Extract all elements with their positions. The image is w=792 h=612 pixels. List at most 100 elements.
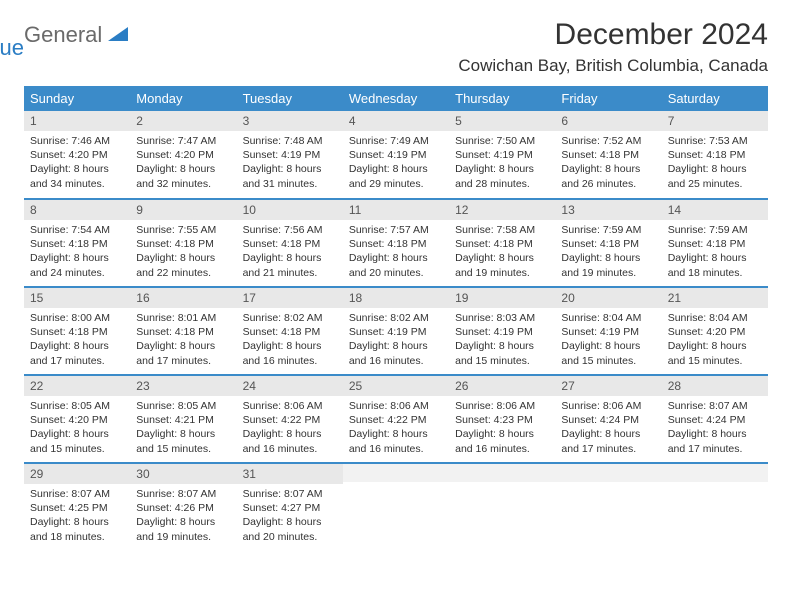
day-details: Sunrise: 7:53 AMSunset: 4:18 PMDaylight:… xyxy=(662,131,768,196)
sunset-line: Sunset: 4:22 PM xyxy=(243,413,337,427)
day-details: Sunrise: 8:06 AMSunset: 4:23 PMDaylight:… xyxy=(449,396,555,461)
sunset-line: Sunset: 4:24 PM xyxy=(561,413,655,427)
calendar-day-cell: 10Sunrise: 7:56 AMSunset: 4:18 PMDayligh… xyxy=(237,199,343,287)
day-details: Sunrise: 7:58 AMSunset: 4:18 PMDaylight:… xyxy=(449,220,555,285)
calendar-day-cell xyxy=(343,463,449,551)
day-details: Sunrise: 8:07 AMSunset: 4:27 PMDaylight:… xyxy=(237,484,343,549)
calendar-day-cell: 24Sunrise: 8:06 AMSunset: 4:22 PMDayligh… xyxy=(237,375,343,463)
day-details: Sunrise: 7:50 AMSunset: 4:19 PMDaylight:… xyxy=(449,131,555,196)
sunrise-line: Sunrise: 8:07 AM xyxy=(668,399,762,413)
calendar-day-cell: 16Sunrise: 8:01 AMSunset: 4:18 PMDayligh… xyxy=(130,287,236,375)
sunset-line: Sunset: 4:25 PM xyxy=(30,501,124,515)
day-number: 27 xyxy=(555,376,661,396)
sunrise-line: Sunrise: 8:06 AM xyxy=(455,399,549,413)
sunset-line: Sunset: 4:18 PM xyxy=(561,237,655,251)
day-number: 9 xyxy=(130,200,236,220)
day-details: Sunrise: 8:06 AMSunset: 4:22 PMDaylight:… xyxy=(237,396,343,461)
calendar-day-cell: 25Sunrise: 8:06 AMSunset: 4:22 PMDayligh… xyxy=(343,375,449,463)
daylight-line: Daylight: 8 hours and 16 minutes. xyxy=(349,339,443,367)
calendar-day-cell: 7Sunrise: 7:53 AMSunset: 4:18 PMDaylight… xyxy=(662,111,768,199)
weekday-header: Saturday xyxy=(662,86,768,111)
sunrise-line: Sunrise: 8:02 AM xyxy=(349,311,443,325)
daylight-line: Daylight: 8 hours and 18 minutes. xyxy=(30,515,124,543)
day-number: 17 xyxy=(237,288,343,308)
day-number-empty xyxy=(555,464,661,482)
sunset-line: Sunset: 4:21 PM xyxy=(136,413,230,427)
sunrise-line: Sunrise: 8:04 AM xyxy=(561,311,655,325)
calendar-day-cell: 26Sunrise: 8:06 AMSunset: 4:23 PMDayligh… xyxy=(449,375,555,463)
day-details: Sunrise: 8:05 AMSunset: 4:21 PMDaylight:… xyxy=(130,396,236,461)
sunrise-line: Sunrise: 8:00 AM xyxy=(30,311,124,325)
sunrise-line: Sunrise: 8:07 AM xyxy=(243,487,337,501)
day-number: 12 xyxy=(449,200,555,220)
day-number: 21 xyxy=(662,288,768,308)
calendar-day-cell: 19Sunrise: 8:03 AMSunset: 4:19 PMDayligh… xyxy=(449,287,555,375)
daylight-line: Daylight: 8 hours and 24 minutes. xyxy=(30,251,124,279)
day-number: 10 xyxy=(237,200,343,220)
day-details: Sunrise: 7:56 AMSunset: 4:18 PMDaylight:… xyxy=(237,220,343,285)
calendar-week-row: 29Sunrise: 8:07 AMSunset: 4:25 PMDayligh… xyxy=(24,463,768,551)
day-details: Sunrise: 8:07 AMSunset: 4:25 PMDaylight:… xyxy=(24,484,130,549)
calendar-day-cell: 31Sunrise: 8:07 AMSunset: 4:27 PMDayligh… xyxy=(237,463,343,551)
day-number-empty xyxy=(343,464,449,482)
daylight-line: Daylight: 8 hours and 16 minutes. xyxy=(243,339,337,367)
day-details: Sunrise: 8:07 AMSunset: 4:24 PMDaylight:… xyxy=(662,396,768,461)
weekday-header: Friday xyxy=(555,86,661,111)
day-number: 19 xyxy=(449,288,555,308)
sunset-line: Sunset: 4:19 PM xyxy=(455,148,549,162)
day-number: 28 xyxy=(662,376,768,396)
day-number: 7 xyxy=(662,111,768,131)
daylight-line: Daylight: 8 hours and 25 minutes. xyxy=(668,162,762,190)
calendar-day-cell: 12Sunrise: 7:58 AMSunset: 4:18 PMDayligh… xyxy=(449,199,555,287)
day-number: 24 xyxy=(237,376,343,396)
calendar-day-cell: 11Sunrise: 7:57 AMSunset: 4:18 PMDayligh… xyxy=(343,199,449,287)
day-number: 29 xyxy=(24,464,130,484)
sunrise-line: Sunrise: 7:58 AM xyxy=(455,223,549,237)
day-number: 14 xyxy=(662,200,768,220)
sunset-line: Sunset: 4:27 PM xyxy=(243,501,337,515)
daylight-line: Daylight: 8 hours and 28 minutes. xyxy=(455,162,549,190)
sunset-line: Sunset: 4:18 PM xyxy=(243,237,337,251)
daylight-line: Daylight: 8 hours and 19 minutes. xyxy=(455,251,549,279)
day-details: Sunrise: 8:02 AMSunset: 4:18 PMDaylight:… xyxy=(237,308,343,373)
calendar-body: 1Sunrise: 7:46 AMSunset: 4:20 PMDaylight… xyxy=(24,111,768,551)
calendar-day-cell: 20Sunrise: 8:04 AMSunset: 4:19 PMDayligh… xyxy=(555,287,661,375)
calendar-day-cell: 3Sunrise: 7:48 AMSunset: 4:19 PMDaylight… xyxy=(237,111,343,199)
calendar-day-cell: 14Sunrise: 7:59 AMSunset: 4:18 PMDayligh… xyxy=(662,199,768,287)
day-details: Sunrise: 7:59 AMSunset: 4:18 PMDaylight:… xyxy=(555,220,661,285)
sunrise-line: Sunrise: 8:06 AM xyxy=(349,399,443,413)
sunrise-line: Sunrise: 8:06 AM xyxy=(243,399,337,413)
logo-text-general: General xyxy=(24,22,102,48)
day-number: 11 xyxy=(343,200,449,220)
sunrise-line: Sunrise: 7:54 AM xyxy=(30,223,124,237)
calendar-day-cell: 17Sunrise: 8:02 AMSunset: 4:18 PMDayligh… xyxy=(237,287,343,375)
sunrise-line: Sunrise: 8:07 AM xyxy=(136,487,230,501)
calendar-day-cell: 2Sunrise: 7:47 AMSunset: 4:20 PMDaylight… xyxy=(130,111,236,199)
day-number: 13 xyxy=(555,200,661,220)
daylight-line: Daylight: 8 hours and 34 minutes. xyxy=(30,162,124,190)
day-details: Sunrise: 7:46 AMSunset: 4:20 PMDaylight:… xyxy=(24,131,130,196)
sunset-line: Sunset: 4:18 PM xyxy=(30,325,124,339)
day-number: 4 xyxy=(343,111,449,131)
calendar-day-cell: 4Sunrise: 7:49 AMSunset: 4:19 PMDaylight… xyxy=(343,111,449,199)
sunset-line: Sunset: 4:18 PM xyxy=(349,237,443,251)
calendar-day-cell: 1Sunrise: 7:46 AMSunset: 4:20 PMDaylight… xyxy=(24,111,130,199)
daylight-line: Daylight: 8 hours and 15 minutes. xyxy=(30,427,124,455)
daylight-line: Daylight: 8 hours and 20 minutes. xyxy=(349,251,443,279)
calendar-day-cell: 27Sunrise: 8:06 AMSunset: 4:24 PMDayligh… xyxy=(555,375,661,463)
sunset-line: Sunset: 4:24 PM xyxy=(668,413,762,427)
sunrise-line: Sunrise: 7:49 AM xyxy=(349,134,443,148)
sunset-line: Sunset: 4:18 PM xyxy=(668,148,762,162)
day-details: Sunrise: 8:06 AMSunset: 4:24 PMDaylight:… xyxy=(555,396,661,461)
weekday-header: Sunday xyxy=(24,86,130,111)
day-details: Sunrise: 7:48 AMSunset: 4:19 PMDaylight:… xyxy=(237,131,343,196)
sunrise-line: Sunrise: 7:59 AM xyxy=(561,223,655,237)
daylight-line: Daylight: 8 hours and 26 minutes. xyxy=(561,162,655,190)
day-details: Sunrise: 7:52 AMSunset: 4:18 PMDaylight:… xyxy=(555,131,661,196)
calendar-week-row: 15Sunrise: 8:00 AMSunset: 4:18 PMDayligh… xyxy=(24,287,768,375)
day-number: 16 xyxy=(130,288,236,308)
sunset-line: Sunset: 4:26 PM xyxy=(136,501,230,515)
title-block: December 2024 Cowichan Bay, British Colu… xyxy=(458,18,768,76)
sunset-line: Sunset: 4:20 PM xyxy=(136,148,230,162)
day-number: 26 xyxy=(449,376,555,396)
